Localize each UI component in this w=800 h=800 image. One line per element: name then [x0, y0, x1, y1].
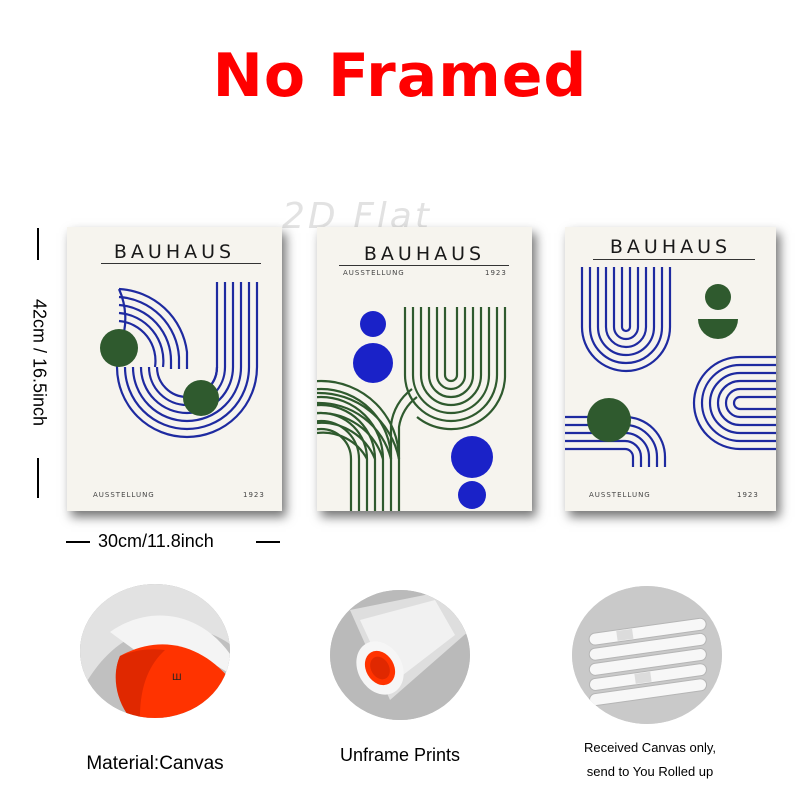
- height-dimension-label: 42cm / 16.5inch: [29, 298, 50, 427]
- poster-2-artwork: [317, 307, 507, 511]
- poster-3-artwork: [565, 267, 776, 467]
- poster-3: BAUHAUS AUSSTELLUNG 1923: [565, 227, 776, 511]
- width-dimension-line-right: [256, 541, 280, 543]
- svg-text:Ш: Ш: [172, 673, 182, 683]
- poster-2-rule: [339, 265, 509, 266]
- poster-1-title: BAUHAUS: [113, 241, 236, 263]
- poster-2-subtitle: AUSSTELLUNG: [343, 269, 405, 277]
- width-dimension-line-left: [66, 541, 90, 543]
- poster-3-subtitle: AUSSTELLUNG: [589, 491, 651, 499]
- height-dimension-line-bottom: [37, 458, 39, 498]
- height-dimension-line-top: [37, 228, 39, 260]
- poster-1-year: 1923: [243, 491, 265, 499]
- width-dimension-label: 30cm/11.8inch: [98, 531, 214, 551]
- canvas-material-photo: Ш: [80, 584, 230, 718]
- rolled-caption-line-2: send to You Rolled up: [586, 764, 714, 779]
- poster-3-title: BAUHAUS: [609, 236, 732, 258]
- headline: No Framed: [212, 41, 588, 111]
- rolled-caption-line-1: Received Canvas only,: [584, 740, 716, 755]
- poster-1-rule: [101, 263, 261, 264]
- canvas-material-caption: Material:Canvas: [86, 753, 224, 774]
- poster-3-year: 1923: [737, 491, 759, 499]
- poster-1: BAUHAUS AUSSTELLUNG 1923: [67, 227, 282, 511]
- unframed-caption: Unframe Prints: [339, 745, 461, 765]
- poster-2-title: BAUHAUS: [363, 243, 486, 265]
- rolled-canvases-photo: [572, 586, 722, 724]
- poster-2: BAUHAUS AUSSTELLUNG 1923: [317, 227, 532, 511]
- poster-1-artwork: [100, 282, 259, 439]
- poster-3-rule: [593, 259, 755, 260]
- unframed-roll-photo: [330, 590, 470, 720]
- poster-2-year: 1923: [485, 269, 507, 277]
- poster-1-subtitle: AUSSTELLUNG: [93, 491, 155, 499]
